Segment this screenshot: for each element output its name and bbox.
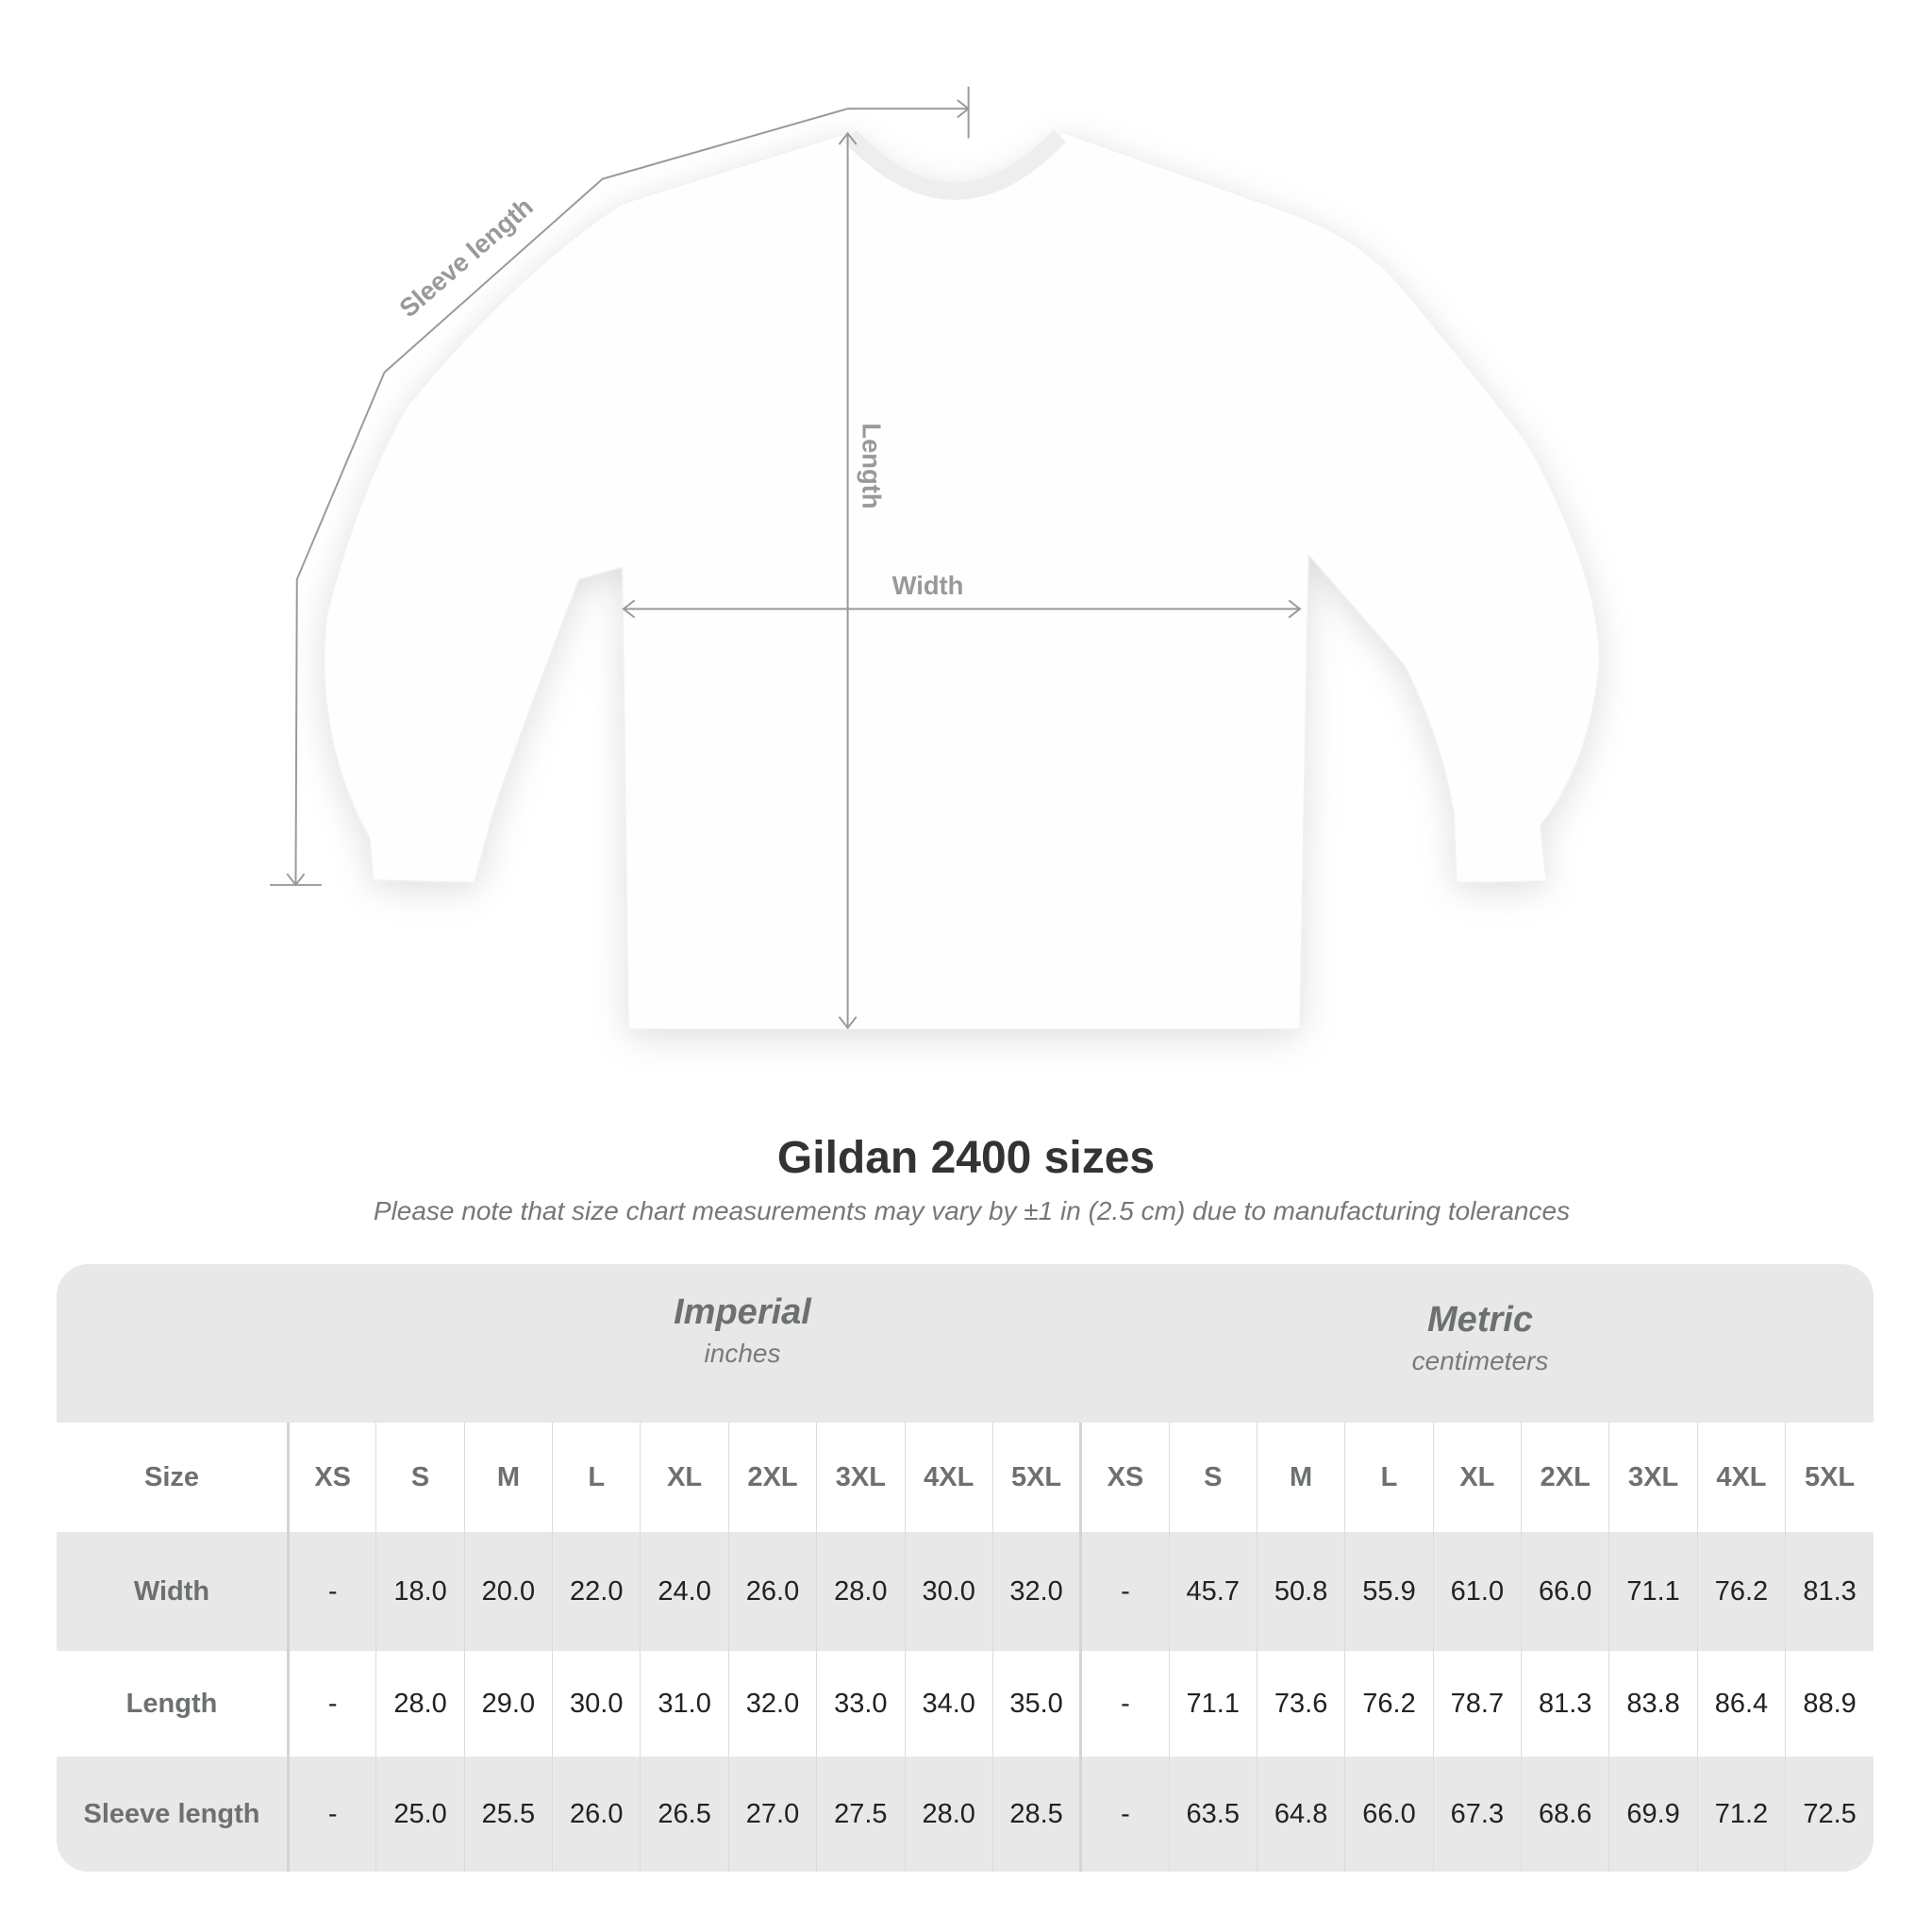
imperial-value-cell: 35.0 <box>991 1651 1083 1757</box>
metric-value-cell: 81.3 <box>1521 1651 1609 1757</box>
metric-value-cell: 72.5 <box>1785 1757 1874 1872</box>
metric-value-cell: 69.9 <box>1608 1757 1698 1872</box>
metric-value-cell: 81.3 <box>1785 1532 1874 1651</box>
width-label: Width <box>892 571 964 600</box>
imperial-unit: inches <box>704 1339 781 1368</box>
metric-size-5xl: 5XL <box>1785 1423 1874 1532</box>
metric-size-2xl: 2XL <box>1521 1423 1609 1532</box>
size-grid: Size XS S M L XL 2XL 3XL 4XL 5XL XS S M L XL 2XL 3XL 4XL 5… <box>57 1423 1874 1872</box>
imperial-value-cell: 27.0 <box>727 1757 817 1872</box>
imperial-value-cell: 30.0 <box>904 1532 993 1651</box>
metric-value-cell: 86.4 <box>1696 1651 1786 1757</box>
metric-value-cell: 45.7 <box>1168 1532 1257 1651</box>
metric-value-cell: 50.8 <box>1256 1532 1345 1651</box>
imperial-value-cell: 32.0 <box>727 1651 817 1757</box>
imperial-size-5xl: 5XL <box>991 1423 1083 1532</box>
metric-value-cell: 63.5 <box>1168 1757 1257 1872</box>
size-label: Size <box>57 1423 290 1532</box>
metric-value-cell: 66.0 <box>1344 1757 1434 1872</box>
imperial-value-cell: 30.0 <box>552 1651 641 1757</box>
metric-value-cell: 71.1 <box>1608 1532 1698 1651</box>
imperial-value-cell: 22.0 <box>552 1532 641 1651</box>
table-row: Length -28.0 29.0 30.0 31.0 32.0 33.0 34.0 35.0-… <box>57 1651 1874 1757</box>
imperial-size-xl: XL <box>640 1423 729 1532</box>
imperial-value-cell: 24.0 <box>640 1532 729 1651</box>
row-label: Length <box>57 1651 290 1757</box>
metric-value-cell: 61.0 <box>1432 1532 1522 1651</box>
row-label: Width <box>57 1532 290 1651</box>
imperial-size-2xl: 2XL <box>727 1423 817 1532</box>
imperial-value-cell: 25.0 <box>375 1757 465 1872</box>
metric-size-s: S <box>1168 1423 1257 1532</box>
row-label: Sleeve length <box>57 1757 290 1872</box>
page-title: Gildan 2400 sizes <box>776 1133 1156 1183</box>
measure-lines <box>270 86 1302 1030</box>
imperial-value-cell: 27.5 <box>816 1757 906 1872</box>
imperial-size-s: S <box>375 1423 465 1532</box>
metric-value-cell: 66.0 <box>1521 1532 1609 1651</box>
metric-value-cell: 55.9 <box>1344 1532 1434 1651</box>
size-table: Imperial inches Metric centimeters Size X… <box>57 1264 1874 1872</box>
metric-size-4xl: 4XL <box>1696 1423 1786 1532</box>
imperial-value-cell: - <box>287 1757 376 1872</box>
imperial-value-cell: 28.0 <box>375 1651 465 1757</box>
metric-size-l: L <box>1344 1423 1434 1532</box>
imperial-value-cell: 28.0 <box>904 1757 993 1872</box>
metric-value-cell: 73.6 <box>1256 1651 1345 1757</box>
shirt-shape <box>324 131 1601 1030</box>
metric-size-3xl: 3XL <box>1608 1423 1698 1532</box>
imperial-size-xs: XS <box>287 1423 376 1532</box>
imperial-value-cell: - <box>287 1651 376 1757</box>
metric-unit: centimeters <box>1411 1346 1549 1375</box>
imperial-header: Imperial inches <box>345 1264 1140 1451</box>
metric-header: Metric centimeters <box>1083 1264 1874 1458</box>
metric-value-cell: - <box>1080 1757 1170 1872</box>
imperial-value-cell: 28.5 <box>991 1757 1083 1872</box>
metric-value-cell: 67.3 <box>1432 1757 1522 1872</box>
imperial-size-3xl: 3XL <box>816 1423 906 1532</box>
metric-size-xl: XL <box>1432 1423 1522 1532</box>
metric-value-cell: 71.2 <box>1696 1757 1786 1872</box>
imperial-value-cell: 31.0 <box>640 1651 729 1757</box>
imperial-value-cell: 28.0 <box>816 1532 906 1651</box>
imperial-value-cell: 18.0 <box>375 1532 465 1651</box>
imperial-value-cell: - <box>287 1532 376 1651</box>
imperial-value-cell: 25.5 <box>463 1757 553 1872</box>
imperial-value-cell: 26.5 <box>640 1757 729 1872</box>
imperial-value-cell: 29.0 <box>463 1651 553 1757</box>
imperial-value-cell: 20.0 <box>463 1532 553 1651</box>
metric-value-cell: 68.6 <box>1521 1757 1609 1872</box>
tolerance-note: Please note that size chart measurements… <box>373 1196 1571 1225</box>
metric-value-cell: 88.9 <box>1785 1651 1874 1757</box>
metric-value-cell: 71.1 <box>1168 1651 1257 1757</box>
metric-title: Metric <box>1427 1300 1533 1340</box>
table-row: Width -18.0 20.0 22.0 24.0 26.0 28.0 30.0 32.0-4… <box>57 1532 1874 1651</box>
imperial-size-4xl: 4XL <box>904 1423 993 1532</box>
metric-value-cell: - <box>1080 1651 1170 1757</box>
metric-size-m: M <box>1256 1423 1345 1532</box>
metric-value-cell: 64.8 <box>1256 1757 1345 1872</box>
shirt-diagram: Width Length Sleeve length <box>270 86 1601 1030</box>
table-row: Sleeve length -25.0 25.5 26.0 26.5 27.0 27.5 28… <box>57 1757 1874 1872</box>
metric-value-cell: 76.2 <box>1344 1651 1434 1757</box>
imperial-title: Imperial <box>674 1292 811 1332</box>
metric-value-cell: - <box>1080 1532 1170 1651</box>
collar <box>843 129 1066 200</box>
size-header-row: Size XS S M L XL 2XL 3XL 4XL 5XL XS S M L XL 2XL 3XL 4XL 5… <box>57 1423 1874 1532</box>
metric-size-xs: XS <box>1080 1423 1170 1532</box>
imperial-size-l: L <box>552 1423 641 1532</box>
imperial-value-cell: 26.0 <box>727 1532 817 1651</box>
imperial-value-cell: 33.0 <box>816 1651 906 1757</box>
imperial-size-m: M <box>463 1423 553 1532</box>
length-label: Length <box>857 423 886 508</box>
metric-value-cell: 78.7 <box>1432 1651 1522 1757</box>
imperial-value-cell: 26.0 <box>552 1757 641 1872</box>
imperial-value-cell: 32.0 <box>991 1532 1083 1651</box>
metric-value-cell: 76.2 <box>1696 1532 1786 1651</box>
imperial-value-cell: 34.0 <box>904 1651 993 1757</box>
metric-value-cell: 83.8 <box>1608 1651 1698 1757</box>
